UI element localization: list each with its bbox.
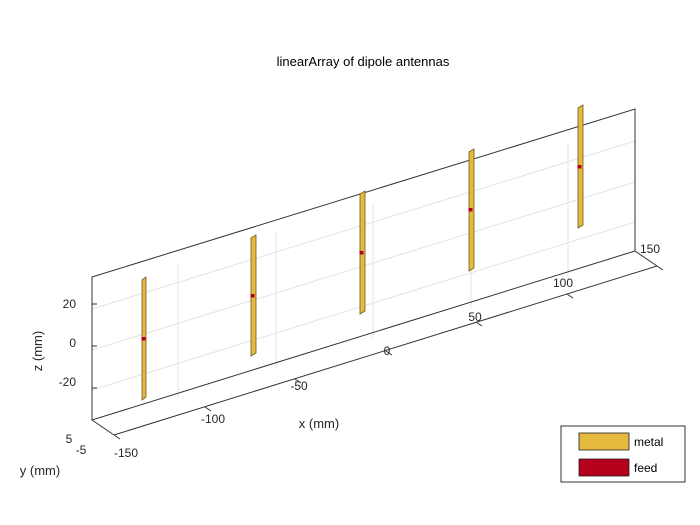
legend-label-metal: metal [634, 435, 663, 449]
legend-label-feed: feed [634, 461, 657, 475]
x-tick-label: 0 [384, 344, 391, 358]
feed-point-1 [141, 337, 146, 341]
x-tick-label: -100 [201, 412, 225, 426]
legend-swatch-metal [578, 432, 630, 451]
x-tick-label: 100 [553, 276, 573, 290]
feed-point-2 [250, 294, 255, 298]
y-tick-labels: -5 5 [66, 432, 87, 457]
x-tick-label: -50 [290, 379, 308, 393]
feed-point-3 [359, 251, 364, 255]
x-axis-depth-left [91, 419, 115, 436]
z-axis-label: z (mm) [30, 331, 45, 371]
x-axis-line [113, 265, 658, 436]
legend-swatch-feed [578, 458, 630, 477]
z-tick-label: -20 [59, 375, 77, 389]
z-tick-label: 20 [63, 297, 77, 311]
x-tick-labels: -150 -100 -50 0 50 100 150 [114, 242, 660, 460]
x-axis-depth-right [634, 250, 658, 267]
legend[interactable]: metal feed [560, 425, 686, 483]
x-tick-label: 50 [468, 310, 482, 324]
x-axis-ticks [113, 265, 664, 440]
z-tick-labels: 20 0 -20 [59, 297, 77, 389]
z-axis-ticks [92, 303, 97, 389]
dipole-array [141, 104, 584, 401]
axes-box [91, 108, 658, 436]
y-tick-label: 5 [66, 432, 73, 446]
x-tick-label: -150 [114, 446, 138, 460]
plot-title: linearArray of dipole antennas [277, 54, 450, 69]
z-tick-label: 0 [69, 336, 76, 350]
y-tick-label: -5 [76, 443, 87, 457]
y-axis-label: y (mm) [20, 463, 60, 478]
feed-point-4 [468, 208, 473, 212]
x-axis-label: x (mm) [299, 416, 339, 431]
feed-point-5 [577, 165, 582, 169]
x-tick-label: 150 [640, 242, 660, 256]
